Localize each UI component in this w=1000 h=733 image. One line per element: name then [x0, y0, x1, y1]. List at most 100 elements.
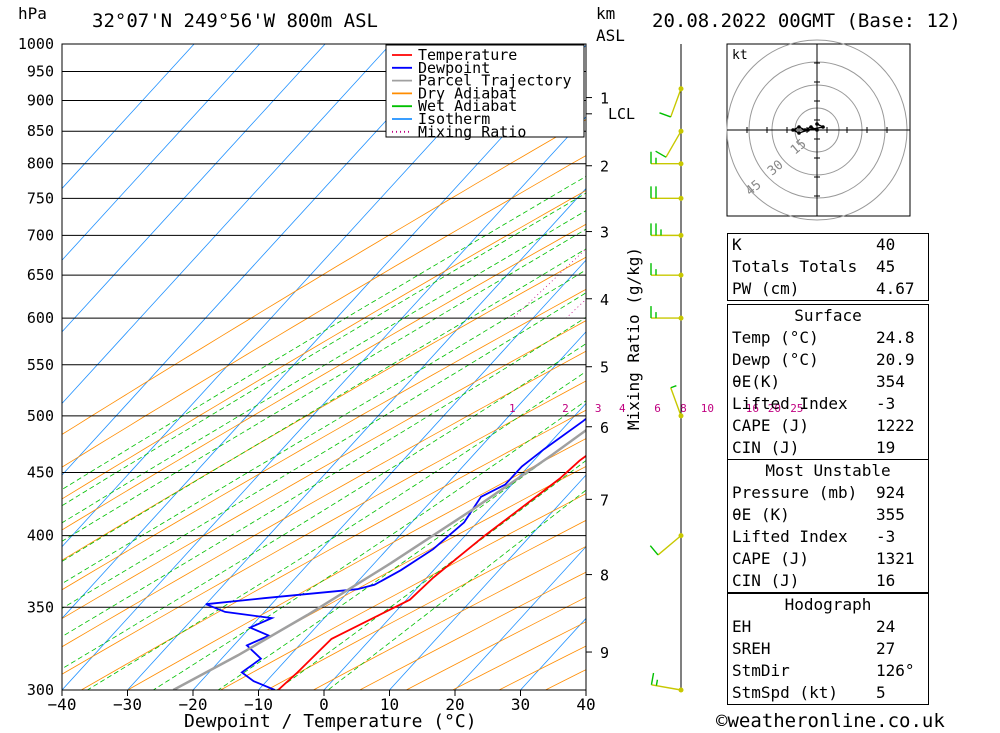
km-tick-label: 7 — [600, 491, 609, 509]
surface-row: Lifted Index -3 — [728, 393, 928, 415]
row-value: 355 — [876, 505, 905, 524]
wet-adiabat-line — [62, 316, 586, 638]
hodograph-point — [797, 131, 801, 135]
location-title: 32°07'N 249°56'W 800m ASL — [92, 10, 378, 32]
row-value: 924 — [876, 483, 905, 502]
wind-barb — [655, 128, 684, 158]
wet-adiabat-line — [62, 175, 586, 490]
row-value: 16 — [876, 571, 896, 590]
wind-barb-flag — [655, 150, 667, 158]
dewpoint-series-line — [205, 417, 586, 690]
legend-label-wet-adiabat: Wet Adiabat — [418, 97, 517, 115]
isotherm-line — [62, 116, 586, 690]
hodograph-point — [809, 125, 813, 129]
hodo-row: StmDir 126° — [728, 660, 928, 682]
dry-adiabat-line — [220, 493, 586, 690]
indices-table: K 40 Totals Totals 45 PW (cm) 4.67 — [727, 233, 929, 301]
wind-barb — [650, 186, 684, 201]
mixing-ratio-label: 6 — [654, 402, 661, 415]
mixing-ratio-label: 25 — [790, 402, 803, 415]
mixing-ratio-line — [512, 248, 586, 319]
legend-label-temperature: Temperature — [418, 46, 517, 64]
row-value: 5 — [876, 683, 886, 702]
x-tick-label: −10 — [244, 695, 273, 714]
hodograph-point — [791, 128, 795, 132]
dry-adiabat-line — [62, 320, 586, 620]
wind-barb — [659, 86, 684, 118]
dry-adiabat-line — [81, 409, 586, 690]
pressure-tick-label: 450 — [27, 463, 54, 481]
row-value: 1321 — [876, 549, 915, 568]
wind-barb — [650, 672, 684, 693]
dry-adiabat-line — [174, 465, 586, 690]
x-tick-label: 20 — [445, 695, 464, 714]
index-label: PW (cm) — [732, 279, 800, 298]
legend-box — [385, 44, 585, 138]
row-label: CIN (J) — [732, 571, 800, 590]
row-label: CAPE (J) — [732, 416, 810, 435]
isotherm-line — [258, 331, 586, 690]
row-label: Dewp (°C) — [732, 350, 819, 369]
wind-barb-flag — [670, 385, 677, 389]
km-tick-label: 1 — [600, 90, 609, 108]
wind-barb — [670, 385, 684, 419]
wind-barb-flag — [655, 679, 659, 686]
dry-adiabat-line — [62, 288, 586, 591]
wind-barb — [650, 151, 684, 167]
surface-title: Surface — [794, 306, 862, 325]
wind-barb — [650, 263, 684, 278]
wind-barb-staff — [670, 387, 682, 417]
row-label: Lifted Index — [732, 527, 848, 546]
x-tick-label: −30 — [113, 695, 142, 714]
mixing-ratio-label: 1 — [509, 402, 516, 415]
row-label: CAPE (J) — [732, 549, 810, 568]
mu-row: Pressure (mb) 924 — [728, 482, 928, 504]
x-tick-label: 40 — [576, 695, 595, 714]
x-tick-label: 10 — [380, 695, 399, 714]
pressure-tick-label: 1000 — [18, 35, 54, 53]
row-label: SREH — [732, 639, 771, 658]
km-tick-label: 5 — [600, 359, 609, 377]
km-tick-label: 9 — [600, 644, 609, 662]
legend-label-dry-adiabat: Dry Adiabat — [418, 84, 517, 102]
asl-unit-label: ASL — [596, 26, 625, 45]
isotherm-line — [62, 44, 457, 476]
row-value: 19 — [876, 438, 896, 457]
mixing-ratio-label: 4 — [619, 402, 626, 415]
wind-barb-staff — [670, 88, 682, 118]
wet-adiabat-line — [153, 400, 586, 690]
surface-row: Temp (°C) 24.8 — [728, 327, 928, 349]
mixing-ratio-label: 16 — [746, 402, 759, 415]
km-tick-label: 6 — [600, 419, 609, 437]
wet-adiabat-line — [276, 460, 586, 690]
mu-row: θE (K) 355 — [728, 504, 928, 526]
pressure-tick-label: 350 — [27, 598, 54, 616]
row-value: -3 — [876, 527, 896, 546]
legend-label-mixing-ratio: Mixing Ratio — [418, 123, 526, 141]
mixing-ratio-label: 2 — [562, 402, 569, 415]
row-label: Pressure (mb) — [732, 483, 858, 502]
pressure-tick-label: 950 — [27, 63, 54, 81]
wind-barb-staff — [657, 535, 682, 556]
index-value: 45 — [876, 257, 896, 276]
hodo-row: SREH 27 — [728, 638, 928, 660]
wet-adiabat-line — [62, 343, 586, 670]
row-value: 24 — [876, 617, 896, 636]
hodograph-point — [815, 128, 819, 132]
hodograph-point — [815, 122, 819, 126]
isotherm-line — [192, 259, 586, 690]
wind-barb-flag — [659, 112, 671, 118]
row-label: EH — [732, 617, 752, 636]
surface-row: CIN (J) 19 — [728, 437, 928, 459]
wind-barb-flag — [650, 672, 655, 685]
isotherm-line — [62, 44, 260, 261]
date-title: 20.08.2022 00GMT (Base: 12) — [652, 10, 961, 32]
row-label: Temp (°C) — [732, 328, 819, 347]
hodograph-point — [797, 125, 801, 129]
km-tick-label: 8 — [600, 567, 609, 585]
mu-row: CAPE (J) 1321 — [728, 548, 928, 570]
surface-row: Dewp (°C) 20.9 — [728, 349, 928, 371]
dry-adiabat-line — [127, 438, 586, 690]
